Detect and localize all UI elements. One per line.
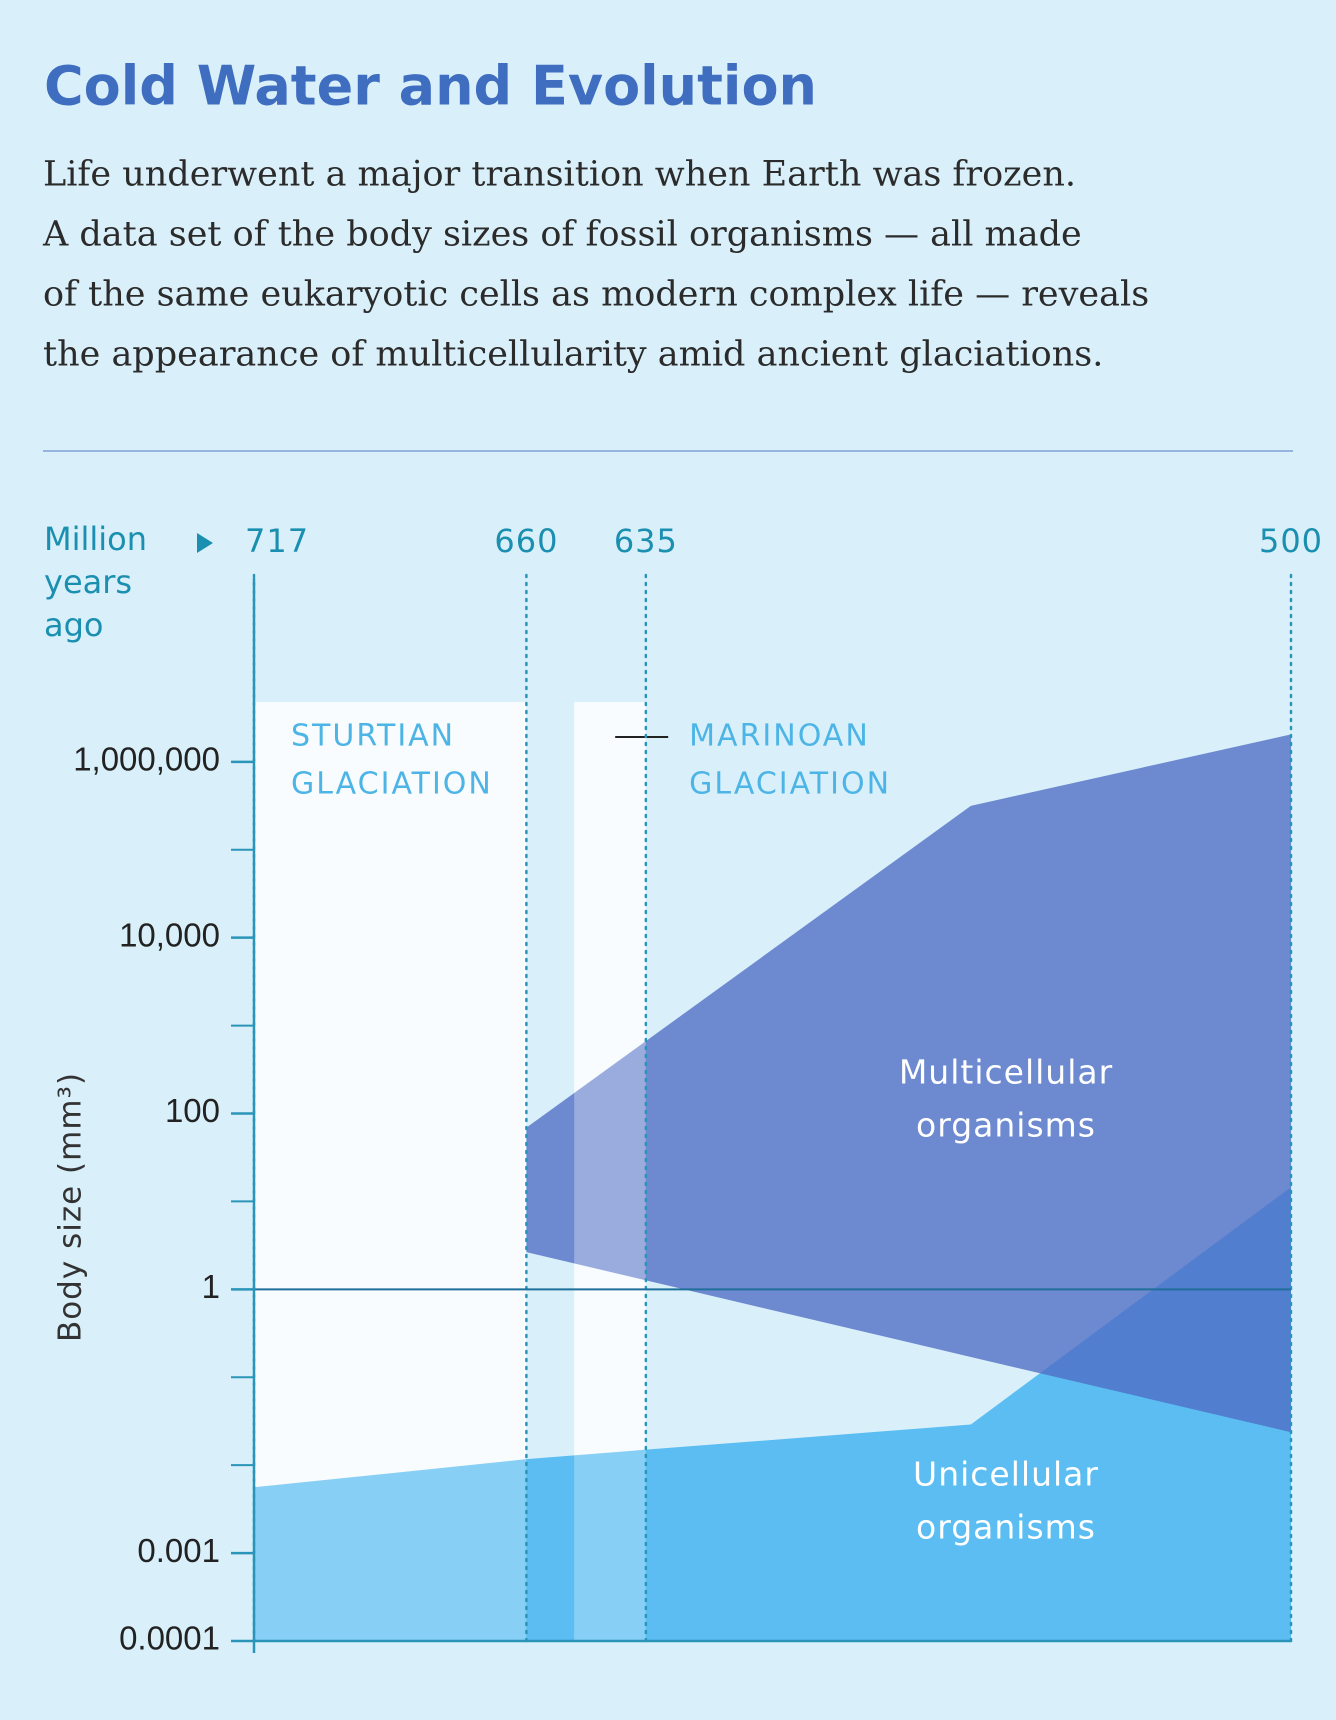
y-tick-label: 1,000,000: [73, 741, 220, 778]
glaciation-tint: [574, 702, 646, 1641]
subtitle-line: of the same eukaryotic cells as modern c…: [43, 275, 1149, 315]
x-tick-label: 635: [614, 522, 678, 560]
y-tick-label: 1: [202, 1268, 220, 1305]
x-tick-label: 717: [245, 522, 309, 560]
subtitle-line: the appearance of multicellularity amid …: [43, 335, 1103, 375]
y-axis-label: Body size (mm³): [53, 1072, 89, 1342]
subtitle-line: Life underwent a major transition when E…: [43, 155, 1076, 195]
y-tick-label: 100: [165, 1092, 220, 1129]
glaciation-label: GLACIATION: [291, 767, 493, 802]
x-tick-label: 500: [1259, 522, 1323, 560]
area: [254, 1187, 1291, 1641]
y-tick-label: 10,000: [119, 916, 220, 953]
series-label: Multicellular: [899, 1053, 1113, 1092]
glaciation-label: GLACIATION: [689, 767, 891, 802]
glaciation-label: MARINOAN: [689, 719, 870, 754]
glaciation-tint: [254, 702, 527, 1641]
x-axis-arrow: [197, 533, 213, 553]
subtitle-line: A data set of the body sizes of fossil o…: [42, 215, 1082, 255]
series-label: organisms: [916, 1106, 1096, 1145]
x-axis-label: ago: [44, 606, 104, 644]
series-label: organisms: [916, 1508, 1096, 1547]
chart-title: Cold Water and Evolution: [44, 55, 817, 118]
y-tick-label: 0.001: [137, 1532, 220, 1569]
x-axis-label: years: [44, 563, 132, 601]
x-tick-label: 660: [494, 522, 558, 560]
y-tick-label: 0.0001: [119, 1620, 220, 1657]
range-area: [526, 734, 1291, 1433]
glaciation-label: STURTIAN: [291, 719, 455, 754]
series-label: Unicellular: [913, 1455, 1099, 1494]
header: Cold Water and Evolution Life underwent a…: [42, 55, 1149, 375]
x-axis-label: Million: [44, 520, 147, 558]
